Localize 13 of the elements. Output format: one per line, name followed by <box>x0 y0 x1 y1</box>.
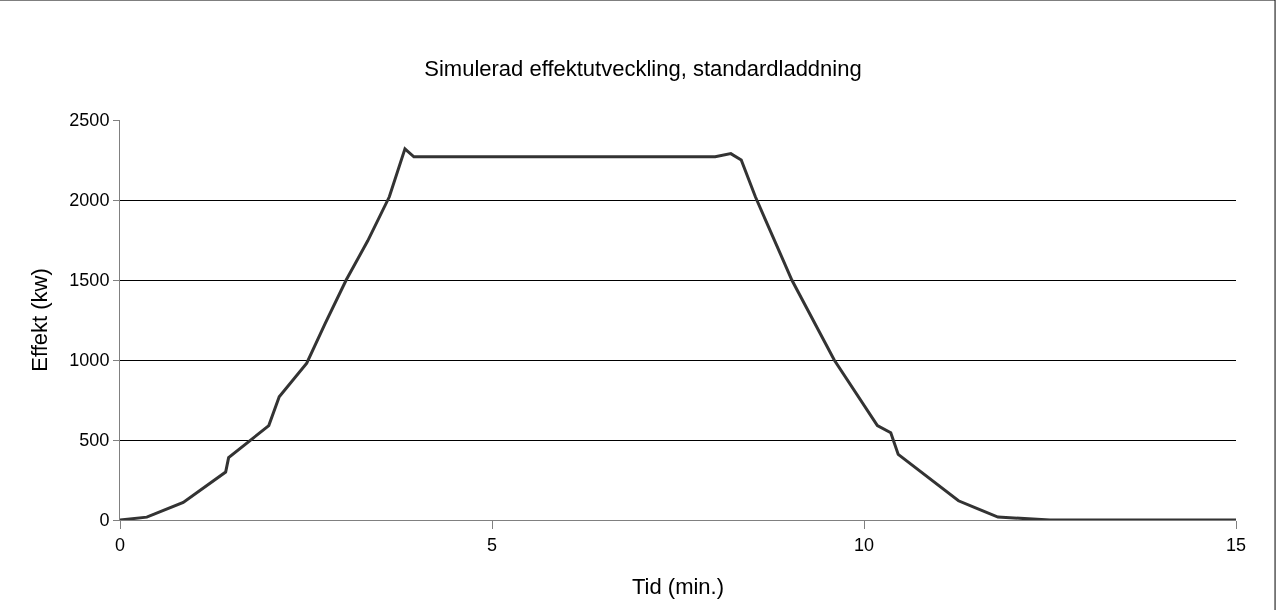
y-tick-label: 500 <box>79 430 110 451</box>
y-tick-label: 2500 <box>69 110 110 131</box>
y-tick-label: 0 <box>99 510 110 531</box>
x-axis-title: Tid (min.) <box>631 574 725 600</box>
y-axis-title: Effekt (kw) <box>27 268 53 372</box>
x-tick-label: 0 <box>114 534 126 555</box>
x-tick-label: 5 <box>486 534 498 555</box>
chart-title: Simulerad effektutveckling, standardladdning <box>424 56 862 82</box>
x-tick-label: 10 <box>853 534 875 555</box>
y-tick-label: 1000 <box>69 350 110 371</box>
y-tick-label: 2000 <box>69 190 110 211</box>
x-tick-label: 15 <box>1225 534 1247 555</box>
y-tick-label: 1500 <box>69 270 110 291</box>
